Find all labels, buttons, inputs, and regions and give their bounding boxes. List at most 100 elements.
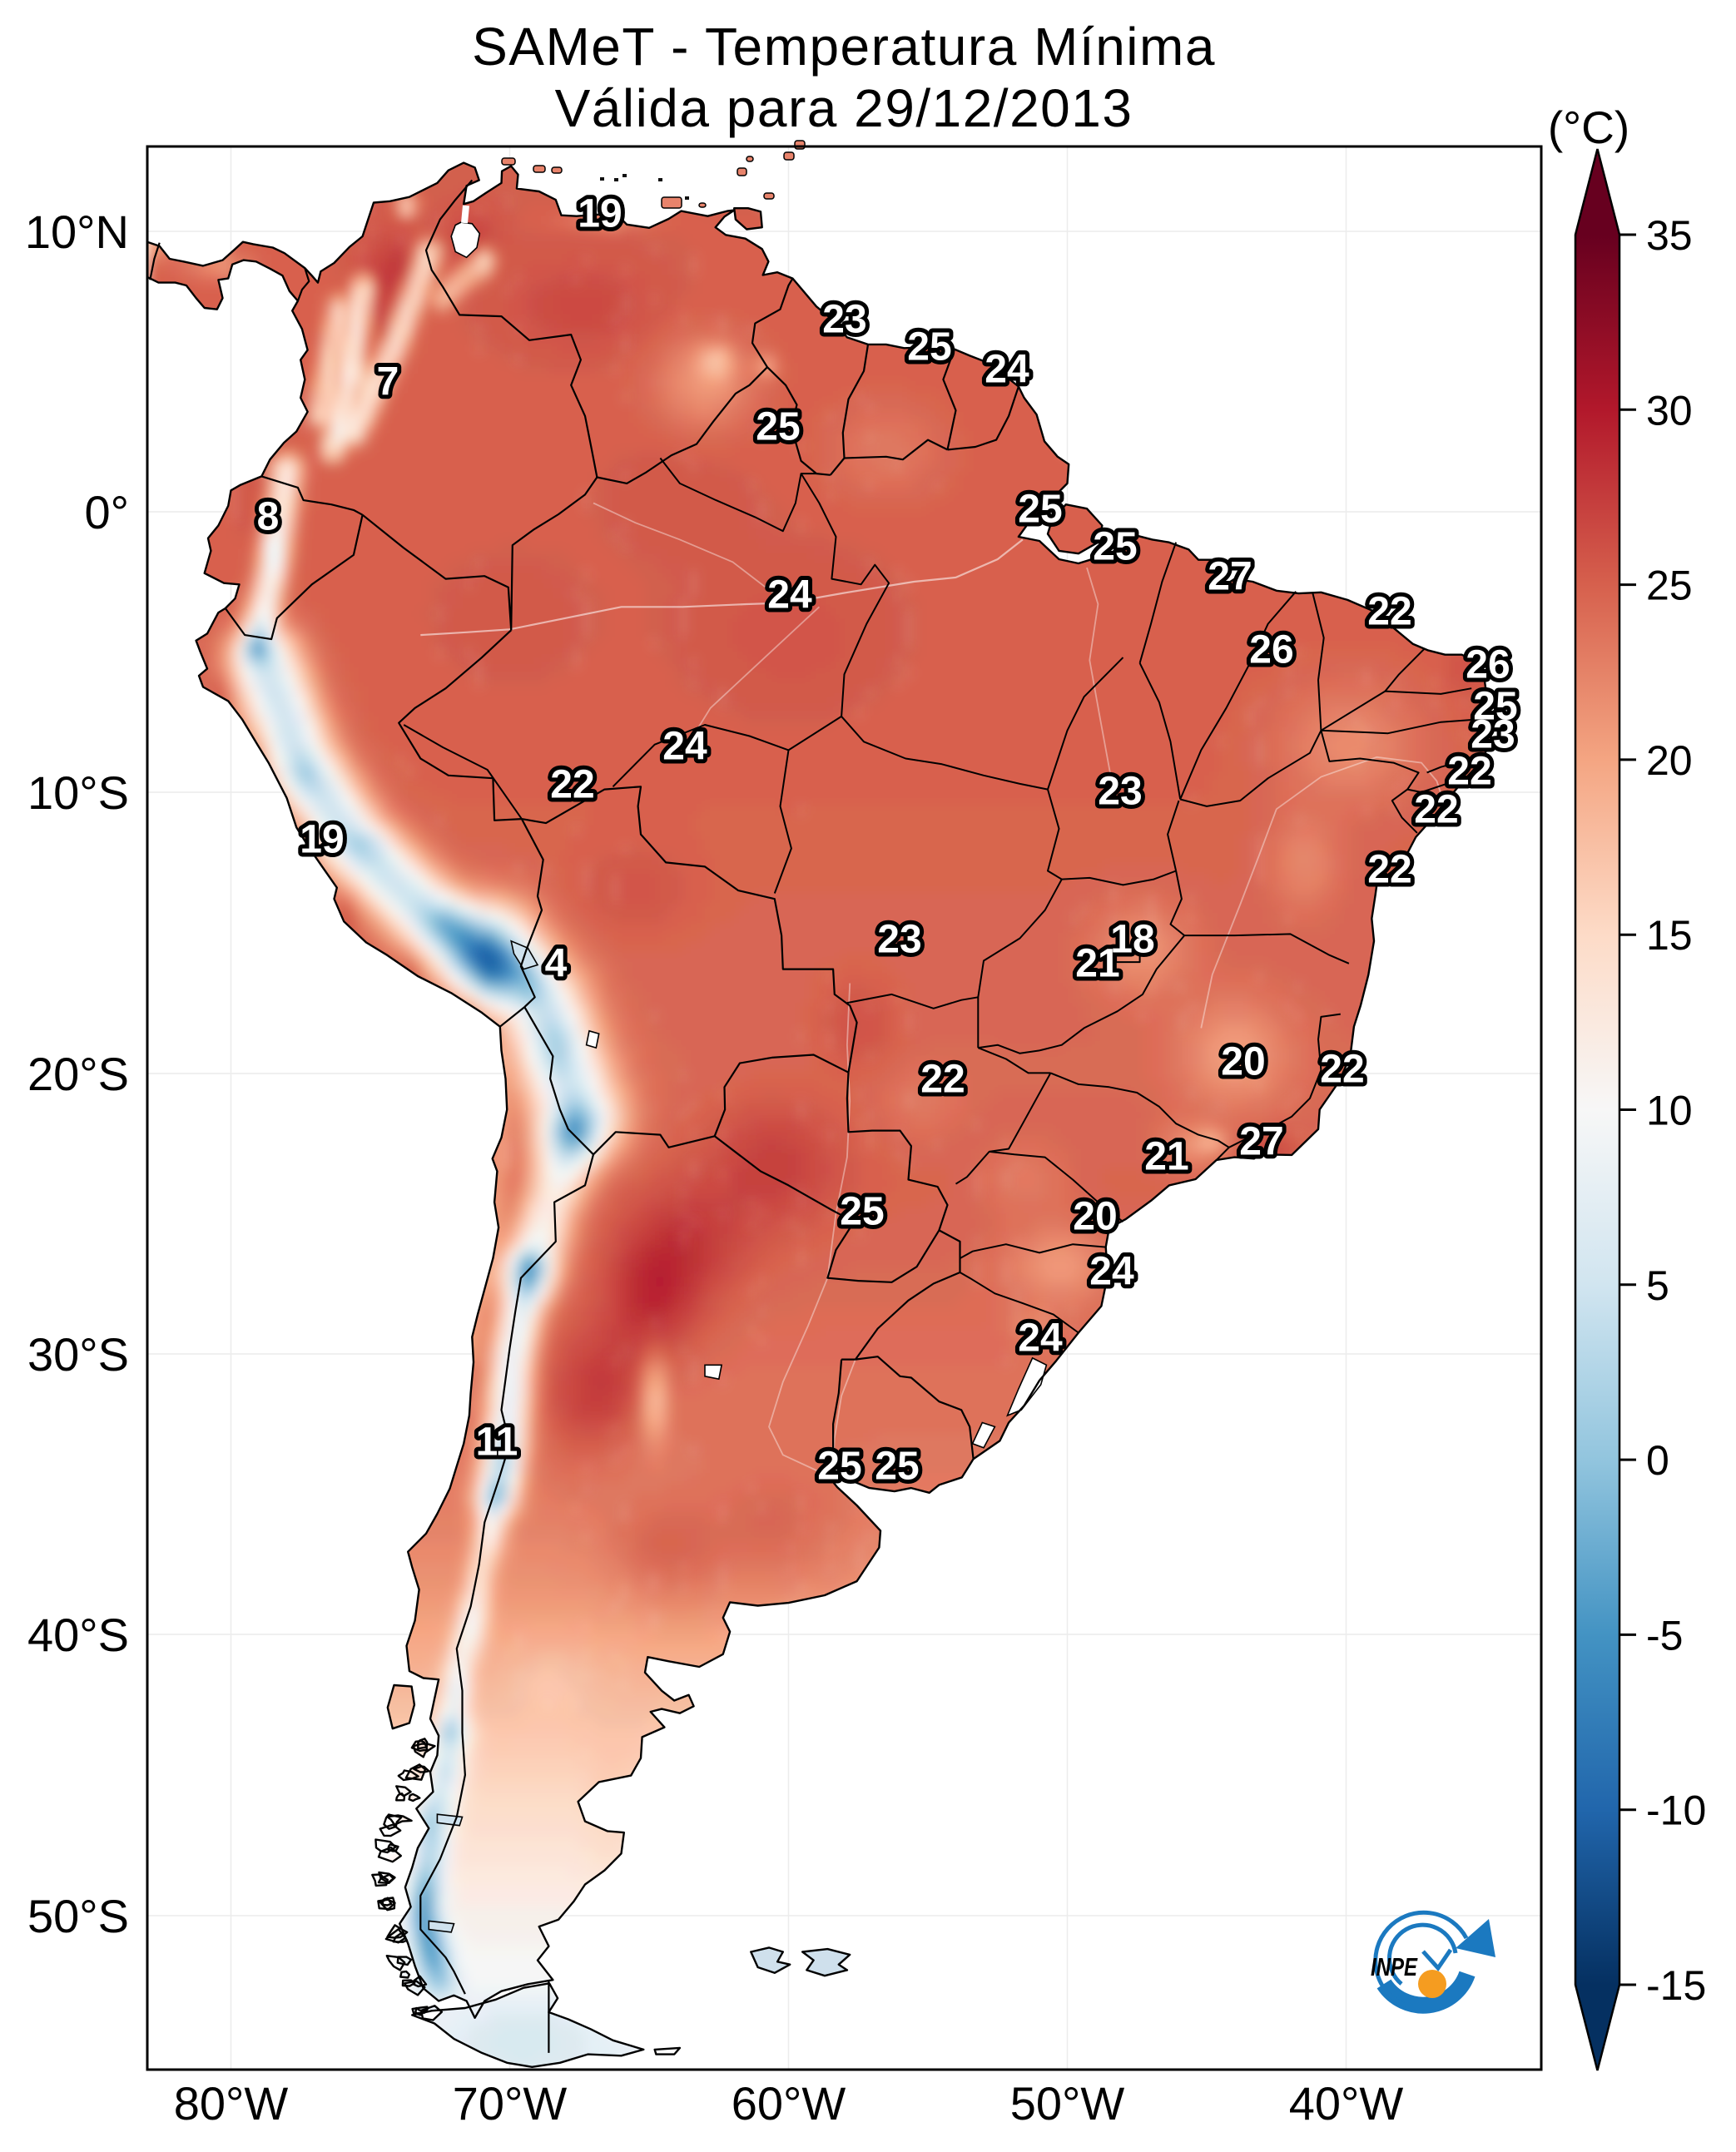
svg-text:22: 22 [920, 1057, 965, 1101]
svg-text:20: 20 [1073, 1194, 1117, 1238]
svg-text:30: 30 [1646, 387, 1693, 434]
svg-text:30°S: 30°S [27, 1328, 129, 1381]
svg-text:20°S: 20°S [27, 1048, 129, 1100]
svg-text:25: 25 [875, 1444, 919, 1488]
svg-text:22: 22 [1447, 749, 1491, 793]
svg-text:22: 22 [920, 1057, 965, 1101]
svg-text:22: 22 [1367, 847, 1411, 891]
svg-text:18: 18 [1110, 917, 1154, 961]
svg-text:22: 22 [550, 762, 594, 806]
svg-text:23: 23 [877, 917, 921, 961]
svg-text:24: 24 [985, 347, 1029, 391]
svg-text:20: 20 [1221, 1039, 1265, 1083]
svg-text:24: 24 [1089, 1249, 1134, 1293]
svg-text:24: 24 [1018, 1316, 1063, 1360]
svg-text:25: 25 [817, 1444, 861, 1488]
svg-text:22: 22 [1320, 1047, 1364, 1091]
svg-text:(°C): (°C) [1548, 102, 1629, 153]
svg-text:19: 19 [578, 191, 622, 236]
svg-text:21: 21 [1075, 941, 1119, 985]
svg-text:24: 24 [767, 573, 812, 617]
svg-text:23: 23 [877, 917, 921, 961]
svg-text:22: 22 [1367, 847, 1411, 891]
svg-text:40°S: 40°S [27, 1609, 129, 1661]
svg-text:25: 25 [907, 325, 951, 369]
svg-text:40°W: 40°W [1289, 2077, 1404, 2130]
svg-text:23: 23 [1098, 769, 1142, 813]
svg-text:24: 24 [985, 347, 1029, 391]
svg-text:8: 8 [257, 494, 280, 538]
svg-text:26: 26 [1466, 642, 1510, 687]
svg-text:11: 11 [476, 1420, 518, 1464]
svg-text:21: 21 [1144, 1134, 1188, 1178]
svg-text:22: 22 [1414, 787, 1458, 831]
svg-text:25: 25 [817, 1444, 861, 1488]
svg-text:23: 23 [822, 297, 866, 341]
svg-text:22: 22 [1414, 787, 1458, 831]
svg-text:0°: 0° [84, 486, 129, 538]
svg-text:21: 21 [1075, 941, 1119, 985]
svg-text:80°W: 80°W [174, 2077, 289, 2130]
svg-text:25: 25 [840, 1189, 884, 1233]
svg-text:60°W: 60°W [732, 2077, 846, 2130]
svg-text:25: 25 [1473, 684, 1517, 728]
svg-text:25: 25 [840, 1189, 884, 1233]
svg-text:26: 26 [1249, 627, 1293, 672]
svg-text:20: 20 [1073, 1194, 1117, 1238]
svg-text:20: 20 [1646, 737, 1693, 784]
svg-text:50°S: 50°S [27, 1890, 129, 1942]
svg-text:23: 23 [1471, 712, 1515, 756]
svg-text:20: 20 [1221, 1039, 1265, 1083]
svg-text:22: 22 [1367, 589, 1411, 633]
svg-text:22: 22 [1320, 1047, 1364, 1091]
svg-text:23: 23 [1471, 712, 1515, 756]
svg-text:26: 26 [1249, 627, 1293, 672]
svg-text:21: 21 [1144, 1134, 1188, 1178]
svg-text:22: 22 [1447, 749, 1491, 793]
svg-text:27: 27 [1208, 554, 1252, 598]
svg-text:25: 25 [907, 325, 951, 369]
svg-text:23: 23 [822, 297, 866, 341]
svg-text:4: 4 [545, 941, 568, 985]
svg-text:15: 15 [1646, 912, 1693, 959]
svg-text:27: 27 [1239, 1119, 1283, 1163]
svg-text:-15: -15 [1646, 1962, 1706, 2009]
svg-text:25: 25 [1473, 684, 1517, 728]
svg-text:27: 27 [1239, 1119, 1283, 1163]
svg-text:50°W: 50°W [1010, 2077, 1125, 2130]
svg-text:10: 10 [1646, 1088, 1693, 1134]
svg-text:11: 11 [476, 1420, 518, 1464]
svg-text:22: 22 [1367, 589, 1411, 633]
svg-text:70°W: 70°W [453, 2077, 568, 2130]
svg-text:23: 23 [1098, 769, 1142, 813]
svg-text:4: 4 [545, 941, 568, 985]
svg-text:26: 26 [1466, 642, 1510, 687]
svg-text:24: 24 [1018, 1316, 1063, 1360]
svg-text:10°N: 10°N [25, 206, 129, 258]
svg-text:25: 25 [875, 1444, 919, 1488]
svg-text:19: 19 [300, 817, 344, 861]
svg-text:-10: -10 [1646, 1788, 1706, 1834]
svg-text:22: 22 [550, 762, 594, 806]
svg-text:18: 18 [1110, 917, 1154, 961]
svg-text:25: 25 [756, 404, 800, 449]
svg-text:25: 25 [1018, 487, 1062, 531]
svg-text:24: 24 [1089, 1249, 1134, 1293]
svg-text:25: 25 [1093, 524, 1137, 568]
svg-text:24: 24 [662, 724, 707, 768]
svg-text:-5: -5 [1646, 1612, 1683, 1659]
svg-text:SAMeT - Temperatura Mínima: SAMeT - Temperatura Mínima [472, 17, 1216, 77]
svg-text:INPE: INPE [1371, 1952, 1418, 1981]
svg-text:5: 5 [1646, 1262, 1669, 1309]
svg-text:19: 19 [578, 191, 622, 236]
svg-text:7: 7 [377, 359, 399, 404]
svg-text:25: 25 [756, 404, 800, 449]
svg-text:10°S: 10°S [27, 766, 129, 819]
svg-text:Válida para 29/12/2013: Válida para 29/12/2013 [555, 78, 1133, 138]
svg-text:19: 19 [300, 817, 344, 861]
svg-text:25: 25 [1018, 487, 1062, 531]
svg-text:25: 25 [1646, 563, 1693, 609]
svg-text:25: 25 [1093, 524, 1137, 568]
svg-text:35: 35 [1646, 212, 1693, 259]
svg-text:27: 27 [1208, 554, 1252, 598]
